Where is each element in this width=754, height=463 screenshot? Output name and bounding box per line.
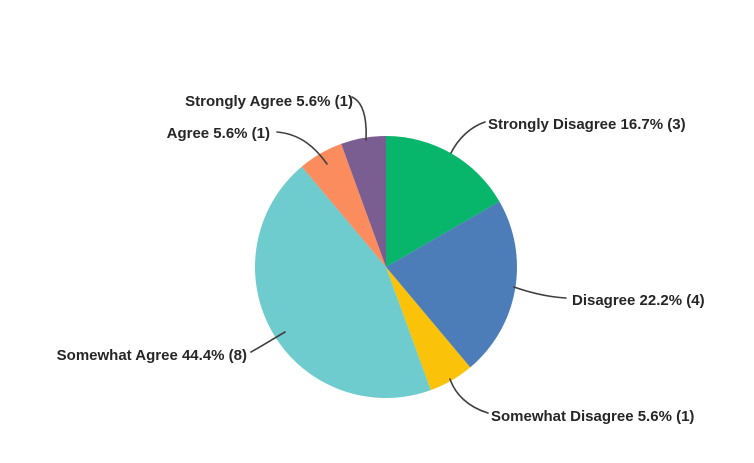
leader-somewhat-agree: [250, 331, 286, 353]
label-agree: Agree 5.6% (1): [166, 125, 270, 142]
leader-somewhat-disagree: [449, 378, 489, 414]
label-somewhat-agree: Somewhat Agree 44.4% (8): [56, 347, 247, 364]
pie-slice-strongly-agree: [341, 136, 386, 267]
pie-slices: [254, 136, 518, 398]
pie-slice-disagree: [386, 201, 518, 368]
leader-disagree: [513, 286, 567, 299]
label-somewhat-disagree: Somewhat Disagree 5.6% (1): [491, 408, 695, 425]
label-strongly-agree: Strongly Agree 5.6% (1): [185, 93, 353, 110]
pie-slice-strongly-disagree: [386, 136, 500, 267]
pie-slice-somewhat-agree: [254, 166, 431, 398]
leader-agree: [276, 131, 328, 165]
leader-lines: [250, 96, 567, 414]
leader-strongly-agree: [351, 96, 367, 141]
pie-slice-agree: [301, 143, 386, 267]
leader-strongly-disagree: [450, 121, 486, 154]
label-strongly-disagree: Strongly Disagree 16.7% (3): [488, 116, 686, 133]
pie-slice-somewhat-disagree: [386, 267, 471, 391]
label-disagree: Disagree 22.2% (4): [572, 292, 705, 309]
